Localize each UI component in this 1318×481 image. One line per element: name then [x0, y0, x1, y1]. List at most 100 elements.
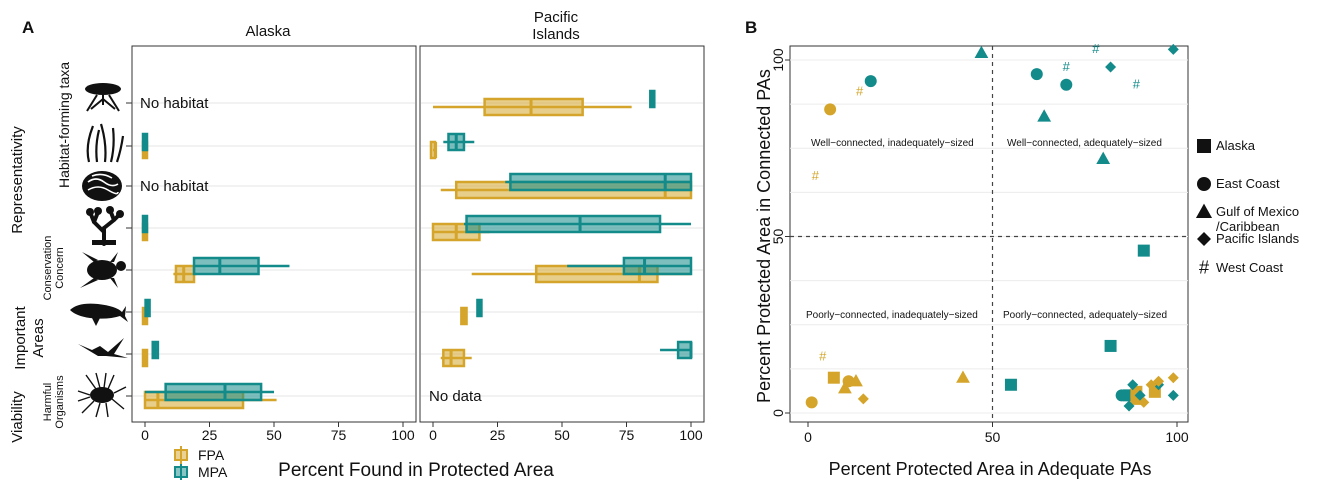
quadrant-label-top-left: Well−connected, inadequately−sized [811, 138, 974, 149]
quadrant-label-top-right: Well−connected, adequately−sized [1007, 138, 1162, 149]
scatter-point-square [1104, 339, 1117, 352]
panel-b-xlabel: Percent Protected Area in Adequate PAs [829, 459, 1152, 479]
box-mpa [567, 256, 693, 276]
scatter-point-diamond [857, 393, 869, 405]
group-label-harmful-organisms: HarmfulOrganisms [42, 375, 66, 429]
box-mpa [476, 298, 483, 318]
whale-icon [70, 303, 128, 326]
label-line: Conservation [42, 236, 54, 301]
scatter-point-circle [1115, 389, 1128, 402]
scatter-point-hash: # [856, 84, 864, 99]
legend-shape-triangle [1195, 203, 1213, 218]
deep-coral-icon [86, 206, 124, 246]
scatter-point-diamond [1167, 372, 1179, 384]
scatter-point-triangle [956, 370, 970, 383]
panel-b-gridlines [790, 59, 1188, 414]
box-mpa [192, 256, 290, 276]
group-label-conservation-concern: ConservationConcern [42, 236, 66, 301]
x-tick-label: 75 [619, 427, 635, 443]
x-tick-label: 25 [490, 427, 506, 443]
panel-b-ticks: 0 50 100 0 50 100 [770, 48, 1189, 445]
group-label-viability: Viability [9, 391, 26, 443]
scatter-point-triangle [849, 374, 863, 387]
scatter-point-triangle [1096, 151, 1111, 164]
label-line: Organisms [54, 375, 66, 429]
coral-icon [82, 171, 122, 201]
scatter-point-hash: # [819, 348, 827, 363]
label-line: Areas [30, 318, 47, 357]
box-iqr [483, 97, 584, 117]
scatter-point-triangle [838, 381, 852, 394]
lionfish-icon [77, 372, 127, 418]
legend-fpa-key [174, 446, 188, 464]
y-tick-label: 50 [770, 229, 786, 245]
panel-a-xlabel: Percent Found in Protected Area [278, 460, 554, 481]
facet-alaska-title: Alaska [245, 23, 291, 40]
box-mpa [144, 298, 151, 318]
scatter-point-diamond [1127, 379, 1139, 391]
x-tick-label: 100 [391, 427, 415, 443]
panel-b-frame [789, 45, 1189, 423]
seagrass-icon [86, 123, 125, 163]
panel-b-points: # # # # # # [805, 41, 1179, 412]
group-label-habitat-forming: Habitat-forming taxa [56, 62, 72, 188]
scatter-point-circle [1060, 78, 1073, 91]
alaska-row3-no-habitat: No habitat [140, 178, 209, 195]
panel-a-boxplots [141, 89, 693, 410]
box-iqr [164, 382, 263, 402]
box-iqr [192, 256, 260, 276]
mangrove-icon [85, 83, 121, 112]
label-line: Harmful [42, 383, 54, 422]
legend-fpa-label: FPA [198, 447, 225, 463]
legend-mpa-key [174, 464, 188, 480]
panel-a-ticks: 0 25 50 75 100 0 25 50 75 100 [141, 422, 703, 443]
scatter-point-diamond [1138, 396, 1150, 408]
box-mpa [151, 340, 160, 360]
scatter-point-square [827, 371, 840, 384]
scatter-point-hash: # [1063, 59, 1071, 74]
group-label-conservation-concern-text: ConservationConcern [42, 236, 66, 301]
x-tick-label: 0 [429, 427, 437, 443]
facet-pacific-title-line: Pacific [534, 9, 579, 26]
box-fpa [440, 348, 472, 368]
legend-label: East Coast [1216, 176, 1280, 191]
scatter-point-hash: # [1092, 41, 1100, 56]
legend-shape-circle [1197, 177, 1211, 191]
scatter-point-hash: # [812, 168, 820, 183]
label-line: Concern [54, 247, 66, 289]
box-iqr [622, 256, 693, 276]
legend-shape-hash: # [1199, 257, 1210, 277]
x-tick-label: 100 [1165, 429, 1189, 445]
x-tick-label: 0 [141, 427, 149, 443]
panel-b-ylabel: Percent Protected Area in Connected PAs [754, 69, 774, 403]
box-iqr [509, 172, 693, 192]
group-label-harmful-organisms-text: HarmfulOrganisms [42, 375, 66, 429]
scatter-point-triangle [974, 45, 989, 59]
quadrant-label-bottom-right: Poorly−connected, adequately−sized [1003, 310, 1167, 321]
box-fpa [460, 306, 468, 326]
legend-label: /Caribbean [1216, 219, 1280, 234]
legend-shape-diamond [1197, 232, 1211, 246]
scatter-point-diamond [1105, 61, 1117, 73]
box-mpa [505, 172, 693, 192]
scatter-point-circle [824, 103, 837, 116]
box-mpa [463, 214, 691, 234]
group-label-representativity: Representativity [9, 126, 26, 234]
box-mpa [660, 340, 693, 360]
panel-a-letter: A [22, 18, 34, 37]
pacific-row8-no-data: No data [429, 388, 482, 405]
box-iqr [465, 214, 662, 234]
seabird-icon [78, 338, 128, 358]
scatter-point-diamond [1167, 43, 1179, 55]
box-fpa [173, 264, 197, 284]
scatter-point-diamond [1123, 400, 1135, 412]
legend-label: Gulf of Mexico [1216, 204, 1299, 219]
scatter-point-diamond [1153, 375, 1165, 387]
box-fpa [141, 348, 149, 368]
scatter-point-square [1004, 378, 1017, 391]
legend-mpa-label: MPA [198, 464, 228, 480]
x-tick-label: 0 [804, 429, 812, 445]
legend-label: West Coast [1216, 260, 1283, 275]
